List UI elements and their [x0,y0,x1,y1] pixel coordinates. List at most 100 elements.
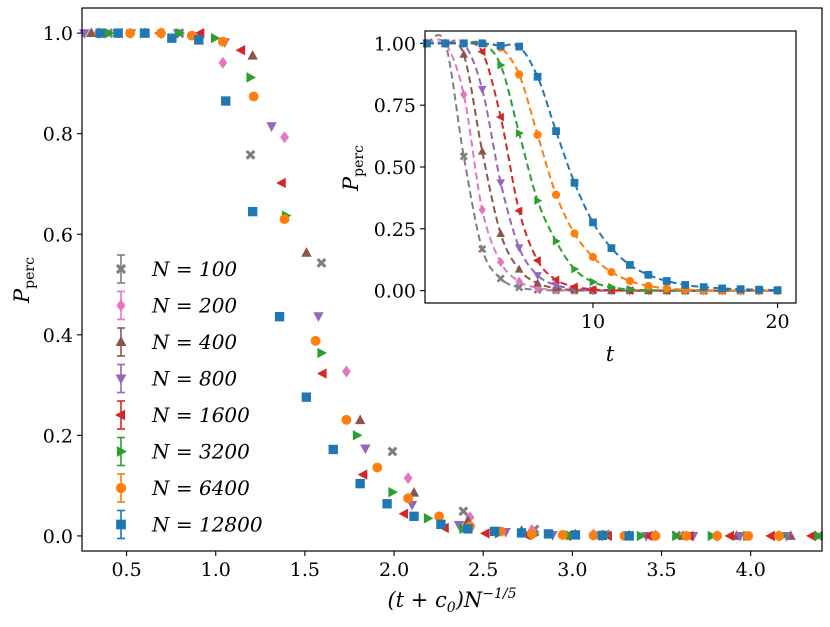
inset-plot-area [422,34,783,296]
main-axes-ticks: 0.5 1.0 1.5 2.0 2.5 3.0 3.5 4.0 0.0 0.2 0.4 0.6 0.8 1… [43,23,766,581]
main-point-N400 [86,27,97,38]
inset-point [515,283,524,292]
main-x-axis-label: (t + c0)N−1/5 [387,586,516,616]
legend-marker-N6400 [115,482,127,494]
inset-point [515,70,524,79]
legend-entry-N6400: N = 6400 [115,473,250,503]
inset-y-tick-label: 0.25 [374,219,416,241]
legend-entry-N100: N = 100 [115,254,237,284]
main-point-N3200 [423,513,434,524]
inset-point [477,85,487,94]
inset-x-tick-label: 20 [765,311,789,333]
main-point-N6400 [372,462,383,473]
main-point-N12800 [624,531,634,541]
legend: N = 100 N = 200 N = 400 N = 800 N = 1600 N = … [115,254,263,540]
legend-marker-N400 [115,336,127,347]
main-point-N1600 [357,469,368,480]
inset-point [644,270,653,279]
main-point-N1600 [398,508,409,519]
main-point-N1600 [317,368,327,379]
inset-point [533,72,542,81]
inset-point [515,128,524,138]
main-point-N800 [453,520,465,531]
main-point-N12800 [543,529,554,539]
main-point-N1600 [479,528,490,539]
inset-point [534,196,543,205]
main-point-N6400 [557,529,568,540]
inset-point [478,39,487,48]
main-y-tick-label: 0.6 [43,224,73,246]
main-y-tick-label: 1.0 [43,23,73,45]
inset-point [532,256,541,265]
main-x-tick-label: 1.5 [290,559,320,581]
main-point-N400 [301,247,312,257]
legend-entry-N400: N = 400 [115,327,237,357]
legend-label-N100: N = 100 [151,257,237,281]
inset-point [644,281,653,291]
main-point-N6400 [310,335,321,346]
inset-point [607,244,616,252]
inset-point [459,152,468,161]
inset-point [514,244,524,253]
inset-point [441,39,450,48]
inset-point [699,283,708,292]
inset-point [662,284,671,293]
inset-point [496,274,505,283]
main-point-N12800 [570,530,581,540]
main-point-N400 [354,414,366,425]
inset-point [681,281,690,289]
main-point-N12800 [409,511,419,521]
inset-point [773,286,782,295]
legend-label-N200: N = 200 [151,294,237,318]
main-point-N6400 [434,511,445,522]
inset-point [515,276,523,287]
main-point-N6400 [156,28,166,39]
main-point-N6400 [403,493,414,504]
inset-series-12800 [422,39,782,295]
legend-entry-N12800: N = 12800 [116,509,263,540]
main-point-N3200 [672,530,682,542]
inset-y-tick-label: 0.75 [374,95,416,117]
inset-point [552,236,561,246]
main-y-tick-label: 0.2 [43,425,73,447]
legend-marker-N200 [116,299,126,312]
legend-marker-N800 [115,374,127,385]
legend-marker-N3200 [116,446,127,457]
main-point-N6400 [125,28,136,39]
main-point-N1600 [235,45,246,56]
inset-point [533,130,542,139]
main-point-N12800 [274,312,285,322]
main-point-N12800 [463,524,473,534]
legend-entry-N200: N = 200 [116,290,237,321]
main-point-N1600 [276,177,286,189]
main-point-N6400 [743,530,754,541]
inset-point [496,179,505,188]
legend-label-N400: N = 400 [151,330,237,354]
inset-point [533,272,542,281]
main-point-N100 [245,149,256,160]
inset-point [514,206,523,216]
main-point-N200 [403,472,413,485]
main-point-N400 [408,486,420,497]
legend-label-N12800: N = 12800 [151,513,263,537]
inset-point [736,285,745,294]
inset-point [552,127,560,136]
legend-marker-N12800 [116,519,126,530]
main-point-N3200 [814,530,824,542]
main-point-N3200 [246,72,257,83]
main-point-N1600 [805,530,816,542]
inset-point [570,229,579,238]
inset-point [514,264,524,273]
main-x-tick-label: 3.5 [646,559,676,581]
inset-point [496,229,505,237]
main-point-N6400 [681,530,692,541]
main-x-tick-label: 0.5 [111,559,141,581]
inset-point [551,190,561,199]
main-point-N6400 [774,530,784,541]
main-point-N6400 [712,530,723,541]
inset-background [425,31,796,303]
main-point-N3200 [388,486,398,498]
inset-point [570,178,579,187]
main-point-N100 [316,257,327,268]
